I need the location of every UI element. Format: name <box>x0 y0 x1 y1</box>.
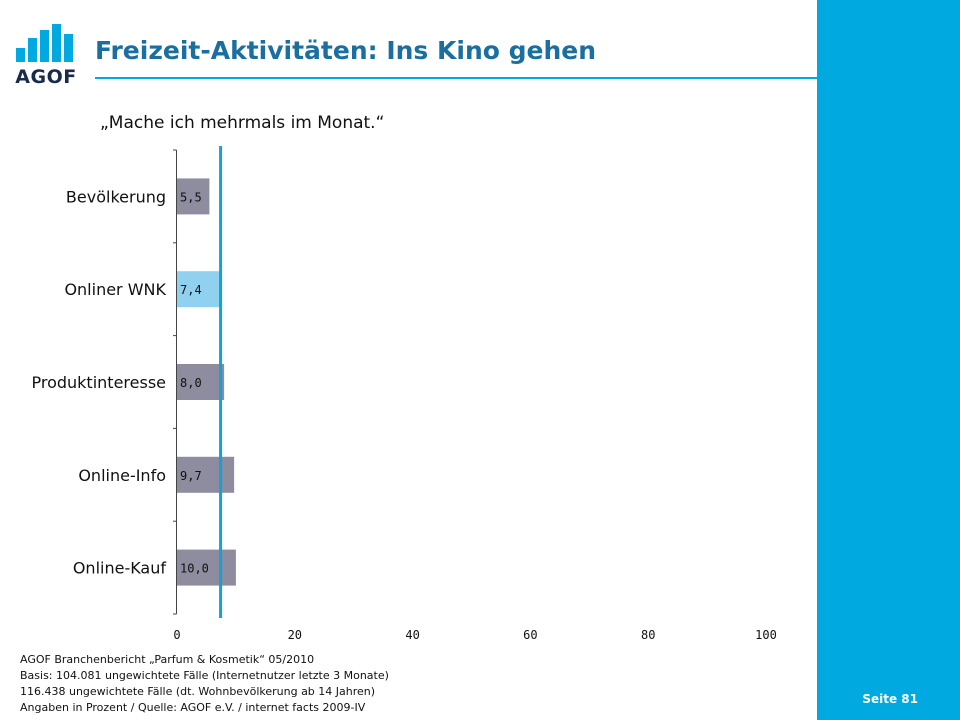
bar <box>177 271 221 308</box>
bar-chart: 5,5 Bevölkerung 7,4 Onliner WNK 8,0 Produktin… <box>31 146 777 642</box>
x-tick-label: 100 <box>755 628 777 642</box>
data-label: 5,5 <box>180 190 202 204</box>
category-label: Onliner WNK <box>64 280 166 299</box>
x-tick-label: 40 <box>405 628 419 642</box>
data-label: 9,7 <box>180 469 202 483</box>
data-label: 10,0 <box>180 562 209 576</box>
x-tick-label: 0 <box>173 628 180 642</box>
category-label: Online-Info <box>78 466 166 485</box>
bar-chart-icon <box>16 24 73 62</box>
bar <box>177 178 210 215</box>
bar <box>177 549 236 586</box>
footer-notes: AGOF Branchenbericht „Parfum & Kosmetik“… <box>20 652 389 716</box>
page-title: Freizeit-Aktivitäten: Ins Kino gehen <box>95 36 597 65</box>
logo-text: AGOF <box>15 66 77 88</box>
bar <box>177 456 235 493</box>
bar <box>177 364 225 400</box>
data-label: 7,4 <box>180 283 202 297</box>
footer-line: 116.438 ungewichtete Fälle (dt. Wohnbevö… <box>20 685 376 698</box>
title-divider <box>95 77 817 79</box>
chart-subtitle: „Mache ich mehrmals im Monat.“ <box>100 113 385 133</box>
x-tick-label: 20 <box>288 628 302 642</box>
agof-logo: AGOF <box>14 20 78 90</box>
footer-line: AGOF Branchenbericht „Parfum & Kosmetik“… <box>20 653 315 666</box>
footer-line: Angaben in Prozent / Quelle: AGOF e.V. /… <box>20 701 366 714</box>
x-tick-label: 80 <box>641 628 655 642</box>
category-label: Bevölkerung <box>66 187 166 206</box>
category-label: Produktinteresse <box>31 373 166 392</box>
x-tick-label: 60 <box>523 628 537 642</box>
category-label: Online-Kauf <box>73 559 167 578</box>
footer-line: Basis: 104.081 ungewichtete Fälle (Inter… <box>20 669 389 682</box>
data-label: 8,0 <box>180 376 202 390</box>
page-number: Seite 81 <box>862 692 918 706</box>
side-band <box>817 0 960 720</box>
